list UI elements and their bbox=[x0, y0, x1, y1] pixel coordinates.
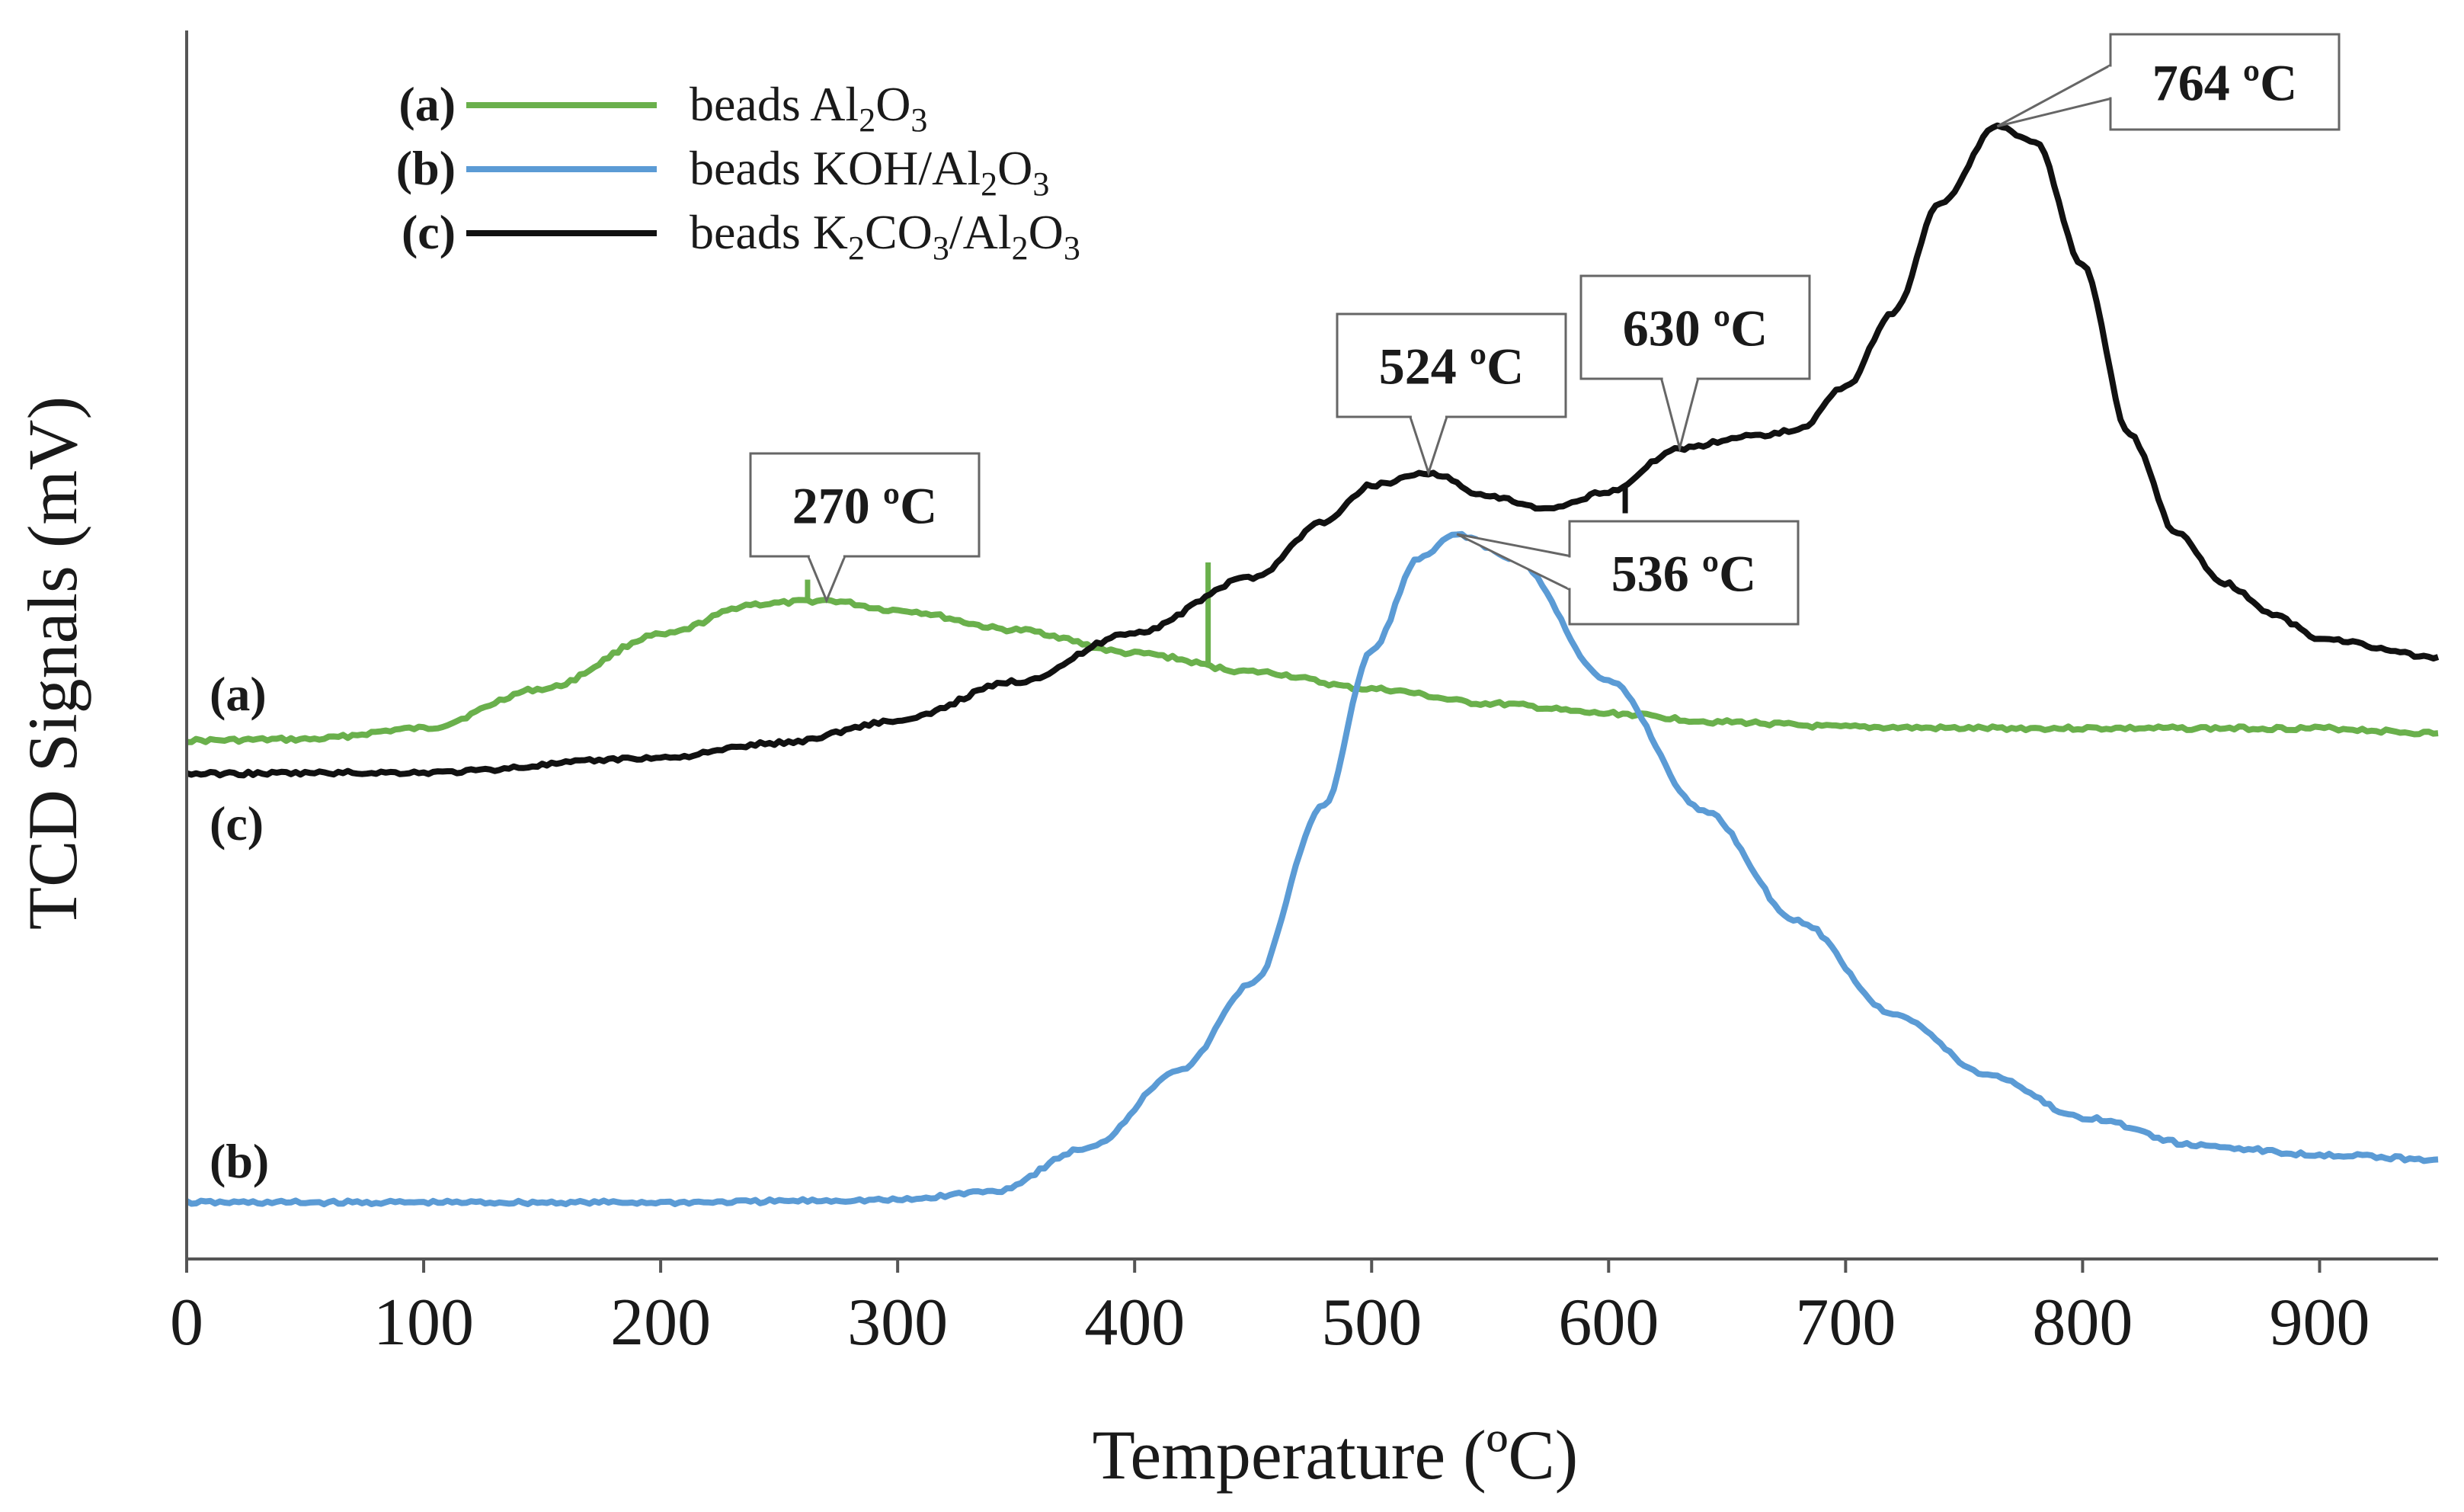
series-a bbox=[186, 562, 2439, 745]
legend-tag: (a) bbox=[398, 77, 456, 131]
x-tick-label: 500 bbox=[1321, 1286, 1422, 1360]
peak-annotation: 524 ºC bbox=[1336, 312, 1567, 477]
legend-text: /Al bbox=[949, 205, 1012, 259]
callout-pointer bbox=[1456, 533, 1571, 591]
legend-subscript: 2 bbox=[1012, 229, 1029, 267]
legend-subscript: 3 bbox=[1064, 229, 1080, 267]
series-b bbox=[185, 530, 2439, 1208]
legend-text: O bbox=[1029, 205, 1064, 259]
peak-annotation: 536 ºC bbox=[1456, 520, 1800, 626]
legend-text: O bbox=[997, 141, 1032, 195]
legend-text: CO bbox=[865, 205, 933, 259]
legend-subscript: 3 bbox=[910, 101, 927, 139]
legend-subscript: 2 bbox=[981, 165, 997, 203]
callout-pointer bbox=[806, 555, 847, 604]
legend-label: beads K2CO3/Al2O3 bbox=[690, 205, 1080, 267]
legend-item-a: (a) beads Al2O3 bbox=[398, 77, 927, 139]
curve-tag-a: (a) bbox=[210, 667, 267, 721]
x-tick-label: 900 bbox=[2269, 1286, 2370, 1360]
curve-tag-c: (c) bbox=[210, 796, 264, 850]
callout-pointer bbox=[1408, 415, 1448, 477]
legend-subscript: 2 bbox=[859, 101, 875, 139]
legend-tag: (b) bbox=[396, 141, 456, 195]
series-line-c bbox=[185, 122, 2440, 779]
legend-text: beads KOH/Al bbox=[690, 141, 981, 195]
callout-box bbox=[1568, 520, 1800, 626]
legend-subscript: 3 bbox=[933, 229, 949, 267]
callout-label: 536 ºC bbox=[1611, 545, 1757, 603]
curve-tag-b: (b) bbox=[210, 1134, 269, 1188]
callout-pointer bbox=[1996, 62, 2112, 128]
series-line-b bbox=[185, 530, 2439, 1208]
x-tick-label: 400 bbox=[1084, 1286, 1185, 1360]
callout-box bbox=[1336, 312, 1567, 418]
legend-text: beads Al bbox=[690, 77, 859, 131]
callout-pointer bbox=[1659, 377, 1700, 453]
x-tick-label: 300 bbox=[847, 1286, 948, 1360]
legend-item-c: (c) beads K2CO3/Al2O3 bbox=[402, 205, 1080, 267]
callout-label: 764 ºC bbox=[2152, 54, 2298, 112]
peak-annotation: 630 ºC bbox=[1579, 274, 1811, 453]
x-tick-label: 100 bbox=[373, 1286, 474, 1360]
x-tick-label: 800 bbox=[2032, 1286, 2133, 1360]
callout-box bbox=[749, 452, 981, 558]
legend-item-b: (b) beads KOH/Al2O3 bbox=[396, 141, 1050, 203]
callout-label: 630 ºC bbox=[1623, 300, 1768, 357]
legend-subscript: 2 bbox=[848, 229, 865, 267]
x-tick-label: 600 bbox=[1558, 1286, 1659, 1360]
legend-subscript: 3 bbox=[1032, 165, 1049, 203]
x-tick-label: 0 bbox=[170, 1286, 203, 1360]
peak-annotation: 764 ºC bbox=[1996, 33, 2341, 131]
legend-text: O bbox=[875, 77, 910, 131]
peak-annotation: 270 ºC bbox=[749, 452, 981, 604]
legend-label: beads Al2O3 bbox=[690, 77, 927, 139]
series-line-a bbox=[186, 597, 2439, 745]
legend-text: beads K bbox=[690, 205, 848, 259]
legend-tag: (c) bbox=[402, 205, 456, 259]
callout-label: 524 ºC bbox=[1379, 338, 1525, 396]
x-axis-title: Temperature (ºC) bbox=[1093, 1416, 1579, 1494]
callout-label: 270 ºC bbox=[792, 477, 938, 535]
x-tick-label: 200 bbox=[610, 1286, 711, 1360]
legend-label: beads KOH/Al2O3 bbox=[690, 141, 1049, 203]
y-axis-title: TCD Signals (mV) bbox=[14, 396, 91, 930]
x-tick-label: 700 bbox=[1795, 1286, 1896, 1360]
